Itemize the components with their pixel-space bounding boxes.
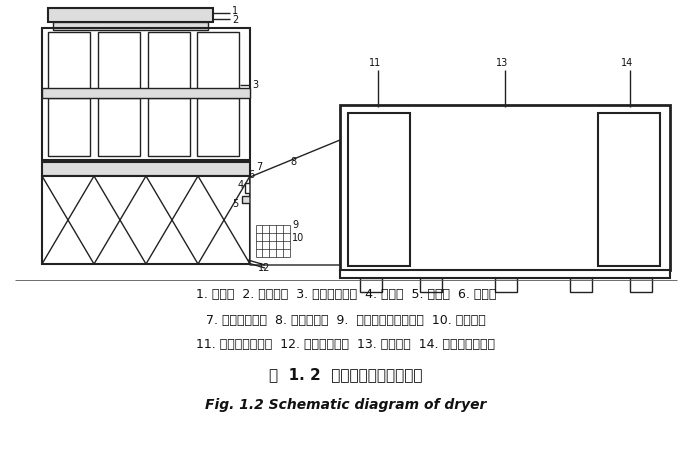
Bar: [269, 225, 275, 233]
Bar: [262, 233, 268, 241]
Bar: [98, 32, 140, 90]
Text: 1: 1: [232, 6, 238, 16]
Bar: [283, 225, 289, 233]
Text: 1. 进风筒  2. 连接导口  3. 太阳能集热器  4. 导风筒  5. 支撑架  6. 配风口: 1. 进风筒 2. 连接导口 3. 太阳能集热器 4. 导风筒 5. 支撑架 6…: [196, 289, 496, 301]
Bar: [42, 28, 250, 160]
Bar: [148, 32, 190, 90]
Text: 图  1. 2  混联式烘干机结构简图: 图 1. 2 混联式烘干机结构简图: [269, 367, 423, 383]
Bar: [495, 278, 517, 292]
Bar: [348, 113, 410, 266]
Bar: [598, 113, 660, 266]
Bar: [360, 278, 382, 292]
Polygon shape: [255, 203, 295, 225]
Text: 2: 2: [232, 15, 238, 25]
Bar: [269, 241, 275, 249]
Bar: [256, 241, 262, 249]
Bar: [245, 183, 260, 193]
Bar: [98, 98, 140, 156]
Text: 3: 3: [252, 80, 258, 90]
Bar: [420, 278, 442, 292]
Bar: [197, 32, 239, 90]
Text: Fig. 1.2 Schematic diagram of dryer: Fig. 1.2 Schematic diagram of dryer: [206, 398, 486, 412]
Bar: [242, 196, 312, 203]
Bar: [340, 105, 670, 270]
Bar: [48, 32, 90, 90]
Bar: [570, 278, 592, 292]
Bar: [42, 176, 250, 264]
Text: 7: 7: [256, 162, 262, 172]
Bar: [283, 241, 289, 249]
Text: 13: 13: [496, 58, 508, 68]
Bar: [197, 98, 239, 156]
Text: 14: 14: [621, 58, 633, 68]
Bar: [262, 249, 268, 257]
Bar: [295, 183, 313, 199]
Text: 9: 9: [292, 220, 298, 230]
Text: 8: 8: [290, 157, 296, 167]
Bar: [256, 225, 262, 233]
Bar: [256, 225, 290, 257]
Bar: [48, 98, 90, 156]
Text: 6: 6: [248, 170, 254, 180]
Bar: [276, 249, 282, 257]
Text: 12: 12: [258, 263, 271, 273]
Polygon shape: [250, 140, 340, 265]
Text: 11: 11: [369, 58, 381, 68]
Bar: [53, 22, 208, 30]
Bar: [42, 162, 250, 176]
Bar: [254, 188, 266, 198]
Text: 10: 10: [292, 233, 304, 243]
Text: 11. 换热装置出料口  12. 换热装置底脚  13. 换热装置  14. 换热装置进料口: 11. 换热装置出料口 12. 换热装置底脚 13. 换热装置 14. 换热装置…: [197, 338, 495, 352]
Bar: [42, 88, 250, 98]
Text: 5: 5: [232, 199, 238, 209]
Bar: [630, 278, 652, 292]
Ellipse shape: [264, 172, 292, 204]
Bar: [148, 98, 190, 156]
Bar: [276, 233, 282, 241]
Text: 4: 4: [238, 180, 244, 190]
Bar: [48, 8, 213, 22]
Bar: [340, 270, 670, 278]
Text: 7. 离心式鼓风机  8. 电加热装置  9.  离心式鼓风机支撑架  10. 电控装置: 7. 离心式鼓风机 8. 电加热装置 9. 离心式鼓风机支撑架 10. 电控装置: [206, 313, 486, 327]
